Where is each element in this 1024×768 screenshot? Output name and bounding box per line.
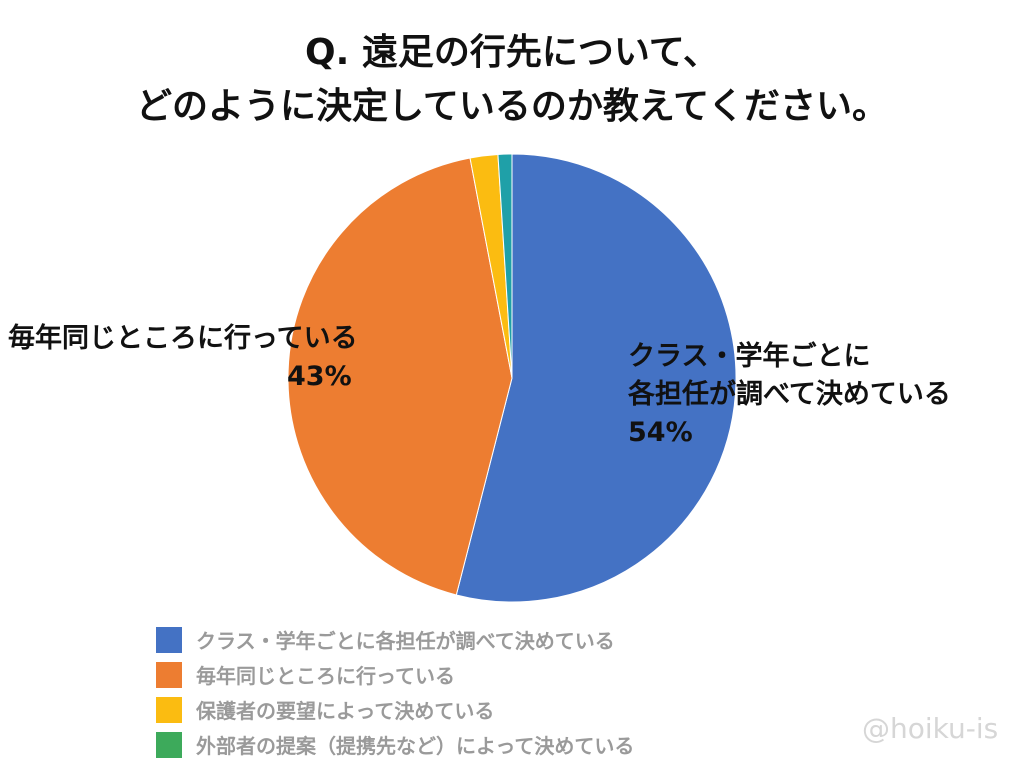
legend-label: 毎年同じところに行っている bbox=[196, 664, 455, 688]
slice-label-percent: 43% bbox=[287, 361, 352, 392]
slice-label-same-place: 毎年同じところに行っている 43% bbox=[8, 320, 358, 396]
chart-title-line1: Q. 遠足の行先について、 bbox=[305, 32, 719, 73]
legend-item: 保護者の要望によって決めている bbox=[156, 692, 634, 727]
pie-slice bbox=[287, 157, 513, 596]
legend-label: 保護者の要望によって決めている bbox=[196, 699, 495, 723]
pie-slice bbox=[455, 153, 737, 603]
chart-title-line2: どのように決定しているのか教えてください。 bbox=[135, 86, 889, 127]
legend-item: 毎年同じところに行っている bbox=[156, 657, 634, 692]
slice-label-percent: 54% bbox=[628, 417, 693, 448]
slice-label-teacher-research: クラス・学年ごとに 各担任が調べて決めている 54% bbox=[628, 338, 951, 452]
chart-legend: クラス・学年ごとに各担任が調べて決めている 毎年同じところに行っている 保護者の… bbox=[156, 622, 634, 762]
pie-slice bbox=[497, 153, 513, 379]
legend-swatch-blue bbox=[156, 626, 182, 653]
legend-item: 外部者の提案（提携先など）によって決めている bbox=[156, 727, 634, 762]
slice-label-text: 毎年同じところに行っている bbox=[8, 323, 358, 354]
watermark: @hoiku-is bbox=[862, 712, 999, 745]
slice-label-text-2: 各担任が調べて決めている bbox=[628, 379, 951, 410]
slice-label-text-1: クラス・学年ごとに bbox=[628, 341, 871, 372]
legend-item: クラス・学年ごとに各担任が調べて決めている bbox=[156, 622, 634, 657]
legend-label: 外部者の提案（提携先など）によって決めている bbox=[196, 734, 635, 758]
legend-label: クラス・学年ごとに各担任が調べて決めている bbox=[196, 629, 615, 653]
legend-swatch-yellow bbox=[156, 696, 182, 723]
legend-swatch-orange bbox=[156, 661, 182, 688]
legend-swatch-green bbox=[156, 731, 182, 758]
